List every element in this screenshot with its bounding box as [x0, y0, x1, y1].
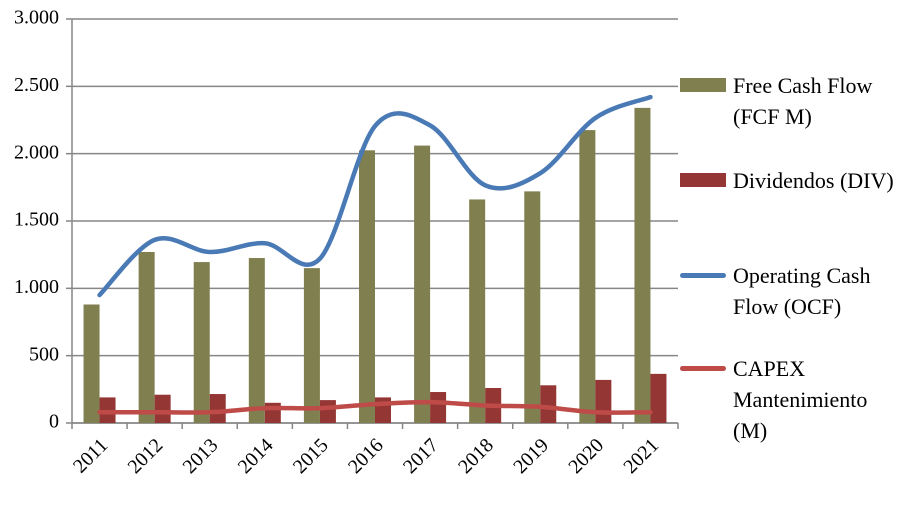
legend-item: Dividendos (DIV)	[680, 165, 920, 196]
legend-label: Free Cash Flow (FCF M)	[733, 73, 873, 129]
y-tick-label: 1.000	[14, 276, 59, 298]
x-tick-label: 2011	[69, 434, 112, 477]
bar	[359, 150, 375, 424]
legend-swatch	[680, 70, 726, 100]
legend-swatch	[680, 165, 726, 195]
line	[97, 94, 653, 298]
bar	[248, 258, 265, 423]
bar	[469, 199, 486, 423]
legend-swatch	[680, 260, 726, 290]
legend-swatch	[680, 353, 726, 383]
x-tick-label: 2014	[234, 434, 278, 478]
bar	[524, 191, 541, 423]
bar	[154, 394, 171, 423]
bar	[83, 304, 100, 423]
x-tick-label: 2012	[124, 434, 168, 478]
line	[97, 399, 653, 415]
legend-item: Free Cash Flow (FCF M)	[680, 70, 920, 132]
x-tick-label: 2016	[344, 434, 388, 478]
bar	[650, 373, 667, 423]
y-tick-label: 3.000	[14, 7, 59, 29]
x-tick-label: 2020	[564, 434, 608, 478]
bar	[414, 145, 431, 423]
legend-item: CAPEX Mantenimiento (M)	[680, 353, 920, 446]
y-tick-label: 0	[49, 411, 59, 433]
legend-label: Operating Cash Flow (OCF)	[733, 263, 871, 319]
bar	[209, 394, 226, 423]
x-tick-label: 2013	[179, 434, 223, 478]
x-tick-label: 2021	[619, 434, 663, 478]
y-tick-label: 500	[29, 343, 59, 365]
x-tick-label: 2019	[509, 434, 553, 478]
y-tick-label: 2.000	[14, 141, 59, 163]
x-tick-label: 2018	[454, 434, 498, 478]
bar	[193, 262, 210, 423]
bar	[138, 251, 155, 423]
bar	[595, 379, 612, 423]
legend-item: Operating Cash Flow (OCF)	[680, 260, 920, 322]
bar	[540, 385, 557, 423]
x-tick-label: 2017	[399, 434, 443, 478]
bar	[579, 130, 596, 423]
bar	[430, 392, 447, 423]
y-tick-label: 2.500	[14, 74, 59, 96]
legend-label: Dividendos (DIV)	[733, 168, 894, 193]
x-tick-label: 2015	[289, 434, 333, 478]
bar	[303, 268, 320, 423]
bar	[634, 107, 651, 423]
legend-label: CAPEX Mantenimiento (M)	[733, 356, 868, 443]
bar	[319, 400, 336, 423]
y-tick-label: 1.500	[14, 209, 59, 231]
